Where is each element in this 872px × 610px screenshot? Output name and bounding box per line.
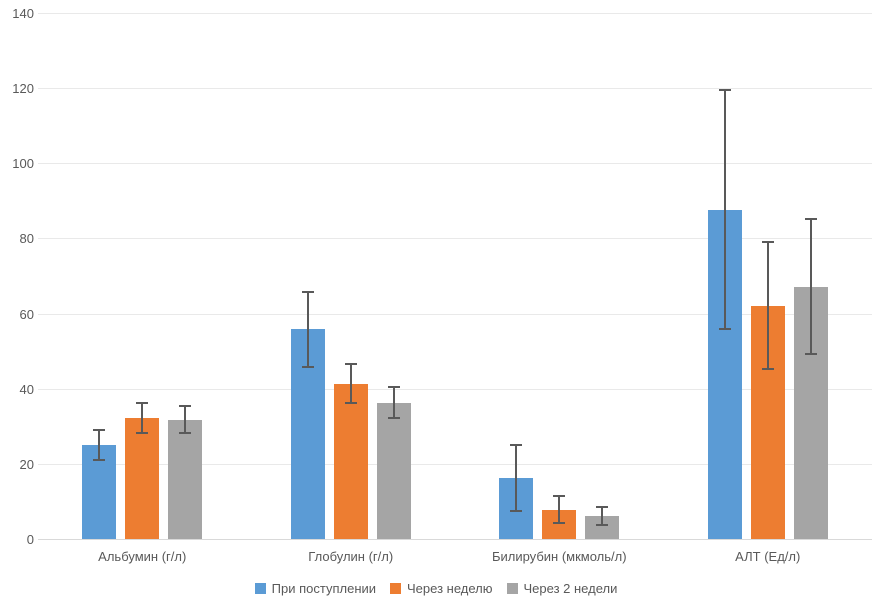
error-bar-line bbox=[98, 429, 101, 460]
y-tick-label: 100 bbox=[12, 156, 34, 171]
error-bar-cap bbox=[344, 363, 357, 366]
error-bar-cap bbox=[718, 328, 731, 330]
y-tick-label: 140 bbox=[12, 6, 34, 21]
error-bar-cap bbox=[93, 428, 106, 431]
error-bar-cap bbox=[761, 241, 774, 244]
error-bar-cap bbox=[804, 353, 817, 356]
error-bar-line bbox=[723, 90, 726, 329]
legend-label: Через 2 недели bbox=[523, 581, 618, 596]
error-bar-cap bbox=[301, 290, 314, 293]
error-bar-cap bbox=[136, 402, 149, 404]
x-category-label: Альбумин (г/л) bbox=[98, 549, 187, 564]
legend-item-series2: Через неделю bbox=[390, 581, 493, 596]
bar-series3-cat1 bbox=[168, 419, 203, 539]
y-gridline bbox=[38, 163, 872, 164]
bar-series3-cat3 bbox=[585, 515, 620, 539]
y-gridline bbox=[38, 464, 872, 465]
error-bar-line bbox=[306, 291, 309, 367]
y-gridline bbox=[38, 238, 872, 239]
error-bar-cap bbox=[387, 386, 400, 389]
error-bar-line bbox=[601, 506, 604, 525]
y-tick-label: 0 bbox=[26, 532, 34, 547]
legend: При поступлении Через неделю Через 2 недел… bbox=[0, 581, 872, 596]
error-bar-line bbox=[766, 242, 769, 370]
y-gridline bbox=[38, 88, 872, 89]
y-tick-label: 40 bbox=[19, 382, 34, 397]
error-bar-cap bbox=[553, 495, 566, 498]
error-bar-line bbox=[184, 406, 187, 433]
error-bar-cap bbox=[510, 509, 523, 512]
y-gridline bbox=[38, 314, 872, 315]
error-bar-cap bbox=[387, 417, 400, 419]
error-bar-cap bbox=[301, 365, 314, 368]
error-bar-cap bbox=[804, 217, 817, 220]
error-bar-line bbox=[558, 496, 561, 524]
legend-marker-icon bbox=[390, 583, 402, 594]
error-bar-cap bbox=[510, 443, 523, 446]
x-axis-line bbox=[38, 539, 872, 540]
error-bar-cap bbox=[93, 458, 106, 461]
y-tick-label: 60 bbox=[19, 307, 34, 322]
error-bar-line bbox=[141, 403, 144, 434]
error-bar-cap bbox=[136, 432, 149, 434]
error-bar-line bbox=[392, 387, 395, 418]
error-bar-cap bbox=[596, 505, 609, 508]
y-gridline bbox=[38, 13, 872, 14]
error-bar-cap bbox=[718, 89, 731, 91]
error-bar-cap bbox=[179, 431, 192, 434]
y-gridline bbox=[38, 389, 872, 390]
error-bar-line bbox=[515, 444, 518, 511]
y-tick-label: 120 bbox=[12, 81, 34, 96]
bar-series2-cat1 bbox=[125, 418, 160, 539]
bar-series3-cat2 bbox=[376, 402, 411, 539]
x-category-label: Билирубин (мкмоль/л) bbox=[491, 549, 627, 564]
legend-label: При поступлении bbox=[271, 581, 377, 596]
error-bar-cap bbox=[179, 405, 192, 408]
x-category-label: АЛТ (Ед/л) bbox=[735, 549, 801, 564]
error-bar-line bbox=[809, 218, 812, 355]
legend-label: Через неделю bbox=[407, 581, 493, 596]
legend-marker-icon bbox=[506, 583, 518, 594]
legend-item-series1: При поступлении bbox=[254, 581, 377, 596]
error-bar-line bbox=[349, 364, 352, 404]
error-bar-cap bbox=[344, 402, 357, 405]
y-tick-label: 20 bbox=[19, 457, 34, 472]
error-bar-cap bbox=[596, 523, 609, 526]
error-bar-cap bbox=[761, 368, 774, 371]
legend-item-series3: Через 2 недели bbox=[506, 581, 618, 596]
error-bar-cap bbox=[553, 522, 566, 525]
x-category-label: Глобулин (г/л) bbox=[308, 549, 394, 564]
y-tick-label: 80 bbox=[19, 231, 34, 246]
legend-marker-icon bbox=[254, 583, 266, 594]
bar-series2-cat2 bbox=[333, 383, 368, 539]
